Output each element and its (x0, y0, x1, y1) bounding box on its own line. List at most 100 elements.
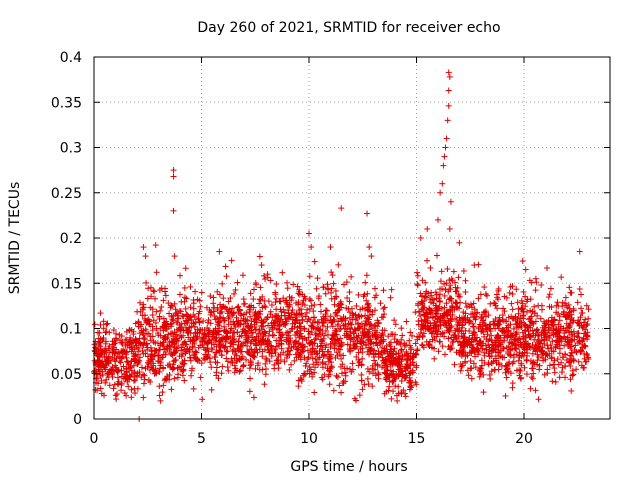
data-point (490, 321, 497, 328)
data-point (381, 349, 388, 356)
data-point (445, 335, 452, 342)
data-point (513, 286, 520, 293)
data-point (575, 358, 582, 365)
data-point (234, 321, 241, 328)
data-point (308, 302, 315, 309)
data-point (346, 298, 353, 305)
data-point (447, 198, 454, 205)
data-point (95, 340, 102, 347)
data-point (531, 303, 538, 310)
data-point (483, 292, 490, 299)
data-point (231, 369, 238, 376)
data-point (170, 317, 177, 324)
x-tick-label: 5 (197, 431, 206, 447)
data-point (344, 341, 351, 348)
data-point (369, 325, 376, 332)
data-point (480, 340, 487, 347)
data-point (432, 337, 439, 344)
data-point (398, 325, 405, 332)
data-point (566, 324, 573, 331)
data-point (306, 364, 313, 371)
data-point (578, 310, 585, 317)
data-point (227, 295, 234, 302)
data-point (337, 325, 344, 332)
data-point (298, 310, 305, 317)
data-point (531, 336, 538, 343)
data-point (421, 311, 428, 318)
data-point (501, 293, 508, 300)
data-point (324, 307, 331, 314)
data-point (355, 356, 362, 363)
data-point (580, 322, 587, 329)
data-point (202, 351, 209, 358)
data-point (308, 244, 315, 251)
data-point (314, 275, 321, 282)
data-point (100, 325, 107, 332)
data-point (349, 366, 356, 373)
data-point (261, 346, 268, 353)
data-point (521, 327, 528, 334)
data-point (357, 306, 364, 313)
data-point (420, 304, 427, 311)
data-point (321, 351, 328, 358)
data-point (501, 308, 508, 315)
data-point (408, 382, 415, 389)
data-point (579, 344, 586, 351)
data-point (330, 387, 337, 394)
data-point (402, 393, 409, 400)
data-point (442, 144, 449, 151)
data-point (517, 314, 524, 321)
data-point (248, 318, 255, 325)
data-point (273, 281, 280, 288)
data-point (506, 359, 513, 366)
data-point (577, 314, 584, 321)
data-point (141, 376, 148, 383)
data-point (311, 258, 318, 265)
y-tick-label: 0 (73, 412, 82, 428)
data-point (392, 321, 399, 328)
data-point (306, 340, 313, 347)
data-point (424, 257, 431, 264)
data-point (547, 285, 554, 292)
data-point (117, 337, 124, 344)
data-point (306, 230, 312, 237)
data-point (128, 386, 135, 393)
data-point (517, 374, 524, 381)
data-point (476, 338, 483, 345)
data-point (495, 285, 502, 292)
data-point (288, 294, 295, 301)
data-point (387, 359, 394, 366)
data-point (418, 299, 425, 306)
data-point (366, 321, 373, 328)
data-point (187, 357, 194, 364)
data-point (541, 334, 548, 341)
data-point (247, 313, 254, 320)
data-point (385, 353, 392, 360)
data-point (540, 357, 547, 364)
data-point (404, 364, 411, 371)
data-point (506, 289, 513, 296)
data-point (466, 335, 473, 342)
data-point (302, 362, 309, 369)
data-point (552, 378, 559, 385)
data-point (572, 342, 579, 349)
data-point (386, 383, 393, 390)
data-point (297, 330, 304, 337)
data-point (428, 330, 435, 337)
data-point (246, 365, 253, 372)
data-point (262, 304, 269, 311)
data-point (278, 308, 285, 315)
data-point (98, 359, 105, 366)
data-point (324, 317, 331, 324)
data-point (551, 357, 558, 364)
data-point (150, 287, 157, 294)
data-point (134, 337, 141, 344)
data-point (574, 330, 581, 337)
data-point (240, 362, 247, 369)
data-point (383, 388, 390, 395)
data-point (450, 331, 457, 338)
data-point (338, 389, 345, 396)
data-point (328, 351, 335, 358)
data-point (391, 317, 398, 324)
data-point (567, 320, 574, 327)
